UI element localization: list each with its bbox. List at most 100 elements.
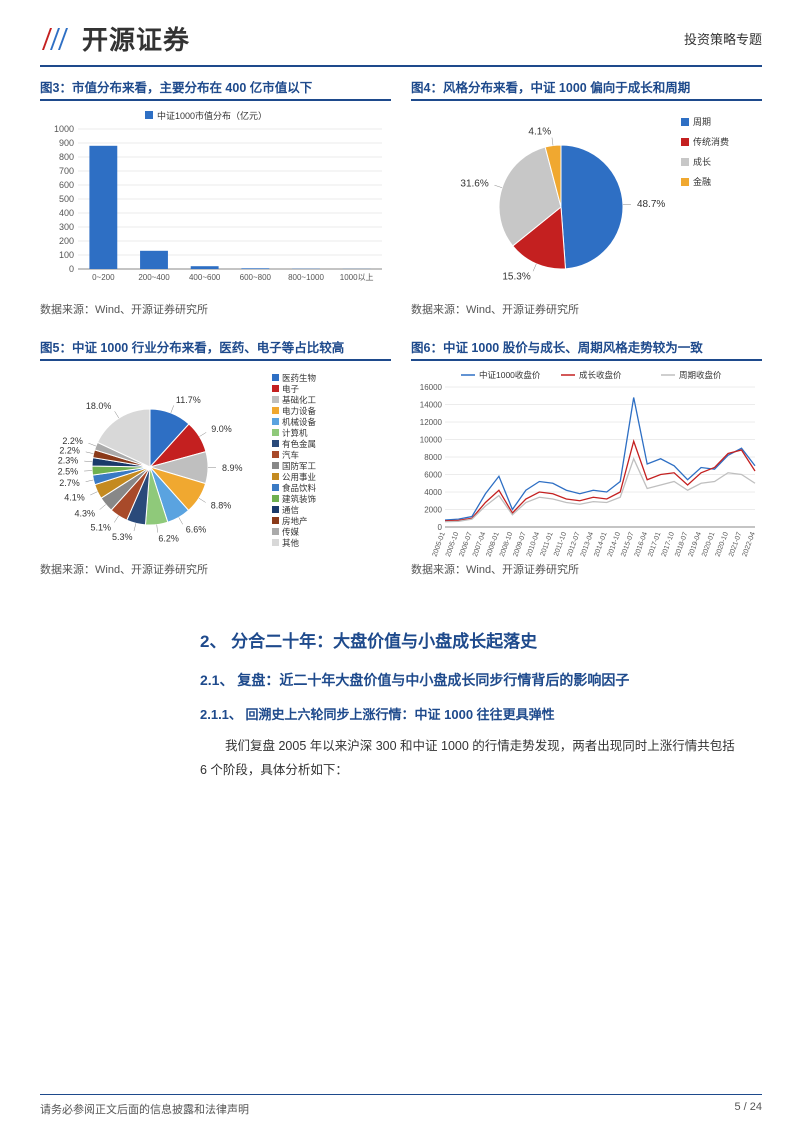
- chart6-underline: [411, 359, 762, 361]
- svg-text:2008-10: 2008-10: [499, 531, 514, 557]
- chart6-title: 图6：中证 1000 股价与成长、周期风格走势较为一致: [411, 337, 762, 359]
- svg-text:周期收盘价: 周期收盘价: [679, 370, 722, 380]
- svg-text:600: 600: [59, 180, 74, 190]
- chart-row-2: 图5：中证 1000 行业分布来看，医药、电子等占比较高 11.7%9.0%8.…: [40, 337, 762, 591]
- svg-text:中证1000市值分布（亿元）: 中证1000市值分布（亿元）: [157, 110, 267, 121]
- svg-text:中证1000收盘价: 中证1000收盘价: [479, 370, 541, 380]
- svg-text:2015-07: 2015-07: [620, 531, 635, 557]
- svg-text:5.1%: 5.1%: [90, 523, 111, 533]
- svg-text:2000: 2000: [424, 506, 442, 515]
- svg-text:2011-01: 2011-01: [540, 531, 555, 557]
- svg-text:48.7%: 48.7%: [637, 199, 665, 210]
- chart3-underline: [40, 99, 391, 101]
- svg-text:2.5%: 2.5%: [58, 466, 79, 476]
- svg-text:通信: 通信: [282, 505, 300, 515]
- svg-text:2013-04: 2013-04: [580, 531, 595, 557]
- svg-text:800: 800: [59, 152, 74, 162]
- svg-text:800~1000: 800~1000: [288, 273, 324, 282]
- section-h2: 2、 分合二十年：大盘价值与小盘成长起落史: [200, 627, 742, 652]
- svg-text:房地产: 房地产: [282, 516, 308, 526]
- chart5-col: 图5：中证 1000 行业分布来看，医药、电子等占比较高 11.7%9.0%8.…: [40, 337, 391, 591]
- svg-text:16000: 16000: [420, 383, 443, 392]
- svg-text:200: 200: [59, 236, 74, 246]
- svg-text:2017-10: 2017-10: [661, 531, 676, 557]
- svg-text:2007-04: 2007-04: [472, 531, 487, 557]
- svg-text:4000: 4000: [424, 488, 442, 497]
- chart5-underline: [40, 359, 391, 361]
- svg-text:15.3%: 15.3%: [502, 272, 530, 283]
- chart4-underline: [411, 99, 762, 101]
- svg-text:1000以上: 1000以上: [340, 273, 374, 282]
- chart4-source: 数据来源：Wind、开源证券研究所: [411, 301, 762, 317]
- chart4-box: 48.7%15.3%31.6%4.1%周期传统消费成长金融: [411, 107, 762, 297]
- svg-text:0: 0: [438, 523, 443, 532]
- page-header: 开源证券 投资策略专题: [0, 0, 802, 65]
- svg-text:有色金属: 有色金属: [282, 439, 316, 449]
- svg-text:食品饮料: 食品饮料: [282, 483, 317, 493]
- svg-text:2019-04: 2019-04: [688, 531, 703, 557]
- svg-text:2005-01: 2005-01: [432, 531, 447, 557]
- svg-text:2010-04: 2010-04: [526, 531, 541, 557]
- svg-text:12000: 12000: [420, 418, 443, 427]
- svg-text:电子: 电子: [282, 384, 300, 394]
- svg-text:1000: 1000: [54, 124, 74, 134]
- svg-text:900: 900: [59, 138, 74, 148]
- svg-text:4.3%: 4.3%: [75, 509, 96, 519]
- svg-text:2.2%: 2.2%: [59, 446, 80, 456]
- svg-text:10000: 10000: [420, 436, 443, 445]
- svg-text:2012-07: 2012-07: [566, 531, 581, 557]
- chart5-title: 图5：中证 1000 行业分布来看，医药、电子等占比较高: [40, 337, 391, 359]
- svg-text:医药生物: 医药生物: [282, 373, 317, 383]
- svg-text:2014-01: 2014-01: [593, 531, 608, 557]
- svg-text:400: 400: [59, 208, 74, 218]
- chart5-source: 数据来源：Wind、开源证券研究所: [40, 561, 391, 577]
- chart3-col: 图3：市值分布来看，主要分布在 400 亿市值以下 中证1000市值分布（亿元）…: [40, 77, 391, 331]
- svg-text:6000: 6000: [424, 471, 442, 480]
- svg-text:2008-01: 2008-01: [485, 531, 500, 557]
- svg-text:2021-07: 2021-07: [728, 531, 743, 557]
- svg-text:2006-07: 2006-07: [458, 531, 473, 557]
- svg-text:金融: 金融: [693, 176, 711, 187]
- svg-text:2005-10: 2005-10: [445, 531, 460, 557]
- svg-text:18.0%: 18.0%: [86, 401, 112, 411]
- svg-text:200~400: 200~400: [138, 273, 170, 282]
- section-h4: 2.1.1、 回溯史上六轮同步上涨行情：中证 1000 往往更具弹性: [200, 704, 742, 723]
- chart5-box: 11.7%9.0%8.9%8.8%6.6%6.2%5.3%5.1%4.3%4.1…: [40, 367, 391, 557]
- svg-text:成长收盘价: 成长收盘价: [579, 370, 622, 380]
- company-name: 开源证券: [82, 20, 190, 57]
- chart6-source: 数据来源：Wind、开源证券研究所: [411, 561, 762, 577]
- svg-text:31.6%: 31.6%: [460, 178, 488, 189]
- footer-page: 5 / 24: [734, 1101, 762, 1117]
- footer-rule: [40, 1094, 762, 1095]
- section-h3: 2.1、 复盘：近二十年大盘价值与中小盘成长同步行情背后的影响因子: [200, 670, 742, 690]
- chart3-title: 图3：市值分布来看，主要分布在 400 亿市值以下: [40, 77, 391, 99]
- svg-text:2.7%: 2.7%: [59, 478, 80, 488]
- svg-text:4.1%: 4.1%: [64, 493, 85, 503]
- chart3-source: 数据来源：Wind、开源证券研究所: [40, 301, 391, 317]
- svg-text:8000: 8000: [424, 453, 442, 462]
- svg-text:汽车: 汽车: [282, 450, 299, 460]
- page-footer: 请务必参阅正文后面的信息披露和法律声明 5 / 24: [40, 1101, 762, 1117]
- svg-text:机械设备: 机械设备: [282, 417, 317, 427]
- svg-text:2020-10: 2020-10: [715, 531, 730, 557]
- svg-text:8.9%: 8.9%: [222, 463, 243, 473]
- chart4-col: 图4：风格分布来看，中证 1000 偏向于成长和周期 48.7%15.3%31.…: [411, 77, 762, 331]
- footer-disclaimer: 请务必参阅正文后面的信息披露和法律声明: [40, 1101, 249, 1117]
- svg-text:4.1%: 4.1%: [528, 127, 551, 138]
- svg-text:300: 300: [59, 222, 74, 232]
- svg-text:0~200: 0~200: [92, 273, 115, 282]
- svg-text:计算机: 计算机: [282, 428, 308, 438]
- svg-text:2018-07: 2018-07: [674, 531, 689, 557]
- svg-text:2014-10: 2014-10: [607, 531, 622, 557]
- svg-text:传统消费: 传统消费: [693, 136, 729, 147]
- svg-text:2011-10: 2011-10: [553, 531, 568, 557]
- svg-text:5.3%: 5.3%: [112, 532, 133, 542]
- svg-text:建筑装饰: 建筑装饰: [282, 494, 317, 504]
- svg-text:周期: 周期: [693, 117, 711, 127]
- company-logo: 开源证券: [40, 20, 190, 57]
- svg-text:9.0%: 9.0%: [211, 424, 232, 434]
- svg-text:100: 100: [59, 250, 74, 260]
- doc-type: 投资策略专题: [684, 29, 762, 48]
- svg-text:0: 0: [69, 264, 74, 274]
- svg-text:国防军工: 国防军工: [282, 461, 317, 471]
